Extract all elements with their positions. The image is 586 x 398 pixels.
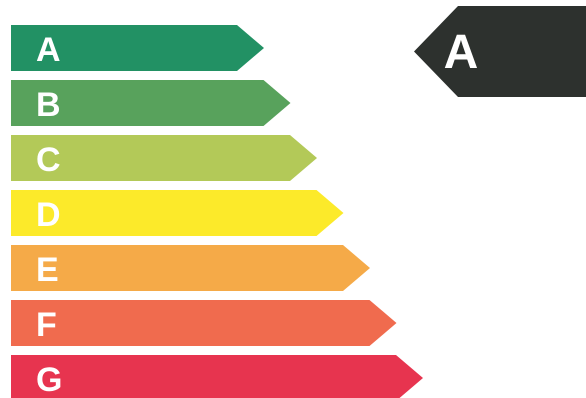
current-rating-label: A [444,26,479,79]
rating-class-f: F [11,300,397,346]
rating-bar-b [11,80,291,126]
rating-bar-e [11,245,370,291]
rating-label-b: B [36,86,61,124]
rating-label-a: A [36,31,61,69]
rating-class-b: B [11,80,291,126]
current-rating-arrow [414,6,586,97]
rating-label-c: C [36,141,61,179]
rating-label-d: D [36,196,61,234]
rating-label-f: F [36,306,57,344]
rating-class-a: A [11,25,264,71]
rating-class-g: G [11,355,423,398]
rating-bar-g [11,355,423,398]
rating-bar-d [11,190,344,236]
rating-label-g: G [36,361,62,398]
current-rating-indicator: A [414,6,586,97]
rating-class-c: C [11,135,317,181]
rating-label-e: E [36,251,59,289]
rating-class-d: D [11,190,344,236]
rating-class-e: E [11,245,370,291]
rating-bar-a [11,25,264,71]
rating-bar-f [11,300,397,346]
rating-bar-c [11,135,317,181]
